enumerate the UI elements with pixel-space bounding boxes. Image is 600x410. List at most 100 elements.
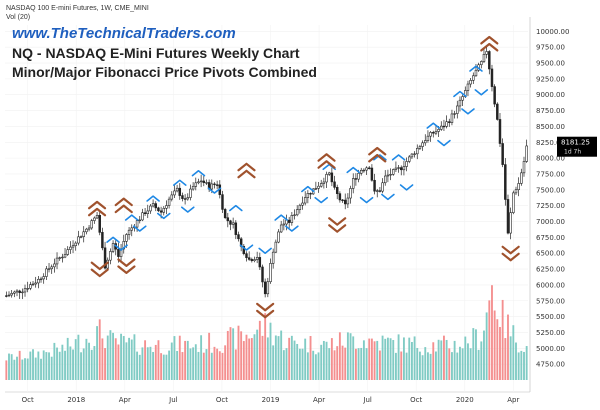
candle-up	[74, 242, 77, 247]
volume-bar	[202, 352, 205, 380]
volume-bar	[5, 360, 8, 380]
volume-bar	[232, 328, 235, 380]
volume-bar	[69, 346, 72, 380]
candle-up	[482, 53, 486, 62]
volume-bar	[197, 351, 200, 380]
major-pivot-marker	[368, 146, 387, 156]
candle-down	[154, 203, 157, 209]
volume-bar	[354, 348, 357, 380]
candle-up	[362, 169, 366, 172]
minor-pivot-marker	[474, 89, 489, 96]
volume-bar	[122, 336, 125, 380]
candle-up	[381, 182, 384, 192]
x-tick-label: Apr	[313, 396, 325, 404]
y-tick-label: 8500.00	[536, 123, 565, 131]
candle-up	[440, 125, 443, 130]
candle-up	[418, 146, 422, 149]
volume-bar	[517, 352, 520, 380]
candle-up	[119, 248, 123, 257]
volume-bar	[160, 353, 163, 380]
volume-bar	[357, 348, 360, 380]
x-tick-label: 2018	[67, 396, 85, 404]
volume-bar	[162, 354, 165, 380]
major-pivot-marker	[317, 153, 336, 162]
volume-bar	[80, 352, 82, 380]
volume-bar	[477, 349, 480, 380]
candle-up	[434, 131, 438, 134]
minor-pivot-marker	[301, 185, 315, 193]
volume-bar	[176, 351, 179, 380]
volume-bar	[165, 354, 168, 380]
volume-bar	[146, 347, 149, 380]
candle-up	[279, 224, 283, 233]
candle-up	[26, 288, 29, 290]
candle-up	[63, 254, 67, 258]
minor-pivot-marker	[124, 214, 139, 221]
volume-bar	[240, 331, 243, 380]
candle-up	[39, 278, 43, 281]
volume-bar	[475, 329, 477, 380]
candle-up	[485, 51, 488, 55]
candle-down	[258, 257, 262, 268]
volume-bar	[400, 351, 403, 380]
volume-bar	[16, 356, 18, 380]
volume-bar	[507, 314, 509, 380]
website-title[interactable]: www.TheTechnicalTraders.com	[12, 25, 236, 42]
candle-down	[215, 184, 219, 186]
volume-bar	[515, 342, 517, 380]
candle-up	[298, 204, 302, 210]
volume-bar	[29, 351, 32, 380]
volume-bar	[306, 352, 309, 380]
volume-bar	[480, 341, 483, 380]
candle-layer	[5, 46, 528, 300]
candle-up	[66, 249, 69, 255]
candle-down	[202, 180, 206, 183]
candle-down	[229, 220, 232, 225]
candle-down	[354, 178, 358, 180]
volume-bar	[488, 300, 491, 380]
volume-bar	[218, 351, 221, 380]
volume-bar	[325, 341, 328, 380]
volume-bar	[157, 340, 160, 380]
price-tag-box	[557, 136, 597, 157]
volume-bar	[298, 348, 301, 380]
candle-down	[247, 257, 251, 260]
candle-up	[327, 172, 331, 175]
candle-down	[496, 103, 499, 120]
volume-bar	[523, 351, 525, 380]
candle-down	[159, 210, 163, 213]
volume-bar	[370, 338, 373, 380]
volume-bar	[130, 339, 133, 380]
volume-bar	[109, 330, 112, 380]
candle-down	[263, 281, 267, 295]
y-tick-label: 8250.00	[536, 139, 565, 147]
candle-up	[480, 61, 483, 66]
candle-up	[437, 129, 440, 132]
candle-up	[293, 214, 296, 216]
volume-bar	[93, 346, 96, 380]
candle-down	[335, 187, 339, 194]
volume-bar	[437, 339, 440, 380]
candle-up	[514, 189, 518, 194]
candle-up	[205, 182, 208, 184]
candle-up	[357, 172, 360, 180]
candle-down	[432, 132, 435, 134]
volume-bar	[213, 346, 216, 380]
volume-bar	[216, 348, 219, 380]
candle-up	[453, 113, 456, 115]
candle-up	[402, 166, 406, 171]
candle-up	[295, 209, 299, 216]
candle-up	[456, 105, 459, 114]
volume-bar	[189, 348, 192, 380]
major-pivot-marker	[114, 197, 133, 207]
minor-pivot-marker	[469, 65, 483, 72]
volume-bar	[64, 350, 66, 380]
y-tick-label: 5250.00	[536, 329, 565, 337]
volume-bar	[264, 313, 267, 380]
candle-down	[237, 234, 240, 240]
candle-up	[306, 193, 310, 198]
candle-up	[138, 219, 141, 222]
candle-up	[255, 257, 259, 260]
